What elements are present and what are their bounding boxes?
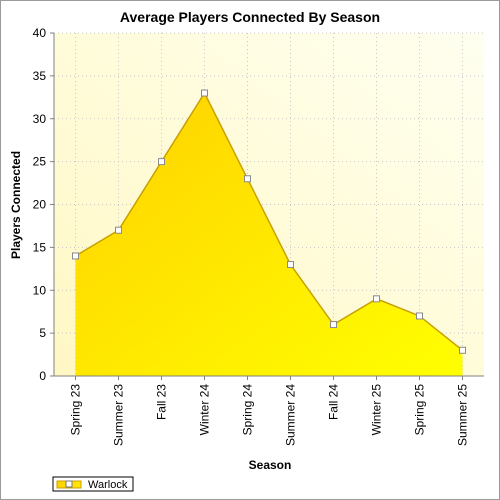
x-tick-label: Fall 23: [155, 384, 169, 420]
x-tick-label: Spring 24: [241, 384, 255, 436]
data-point: [158, 158, 165, 166]
data-point: [416, 312, 423, 320]
y-tick-label: 15: [33, 240, 47, 254]
x-tick-label: Spring 25: [413, 384, 427, 436]
x-axis-label: Season: [249, 458, 292, 472]
data-point: [330, 321, 337, 329]
legend-label: Warlock: [88, 479, 128, 491]
y-tick-label: 25: [33, 155, 47, 169]
x-tick-label: Summer 23: [112, 384, 126, 446]
y-axis-ticks: 0 5 10 15 20 25 30 35 40: [33, 26, 54, 383]
y-tick-label: 35: [33, 69, 47, 83]
y-tick-label: 30: [33, 112, 47, 126]
series-line: [75, 91, 463, 351]
area-series: [75, 91, 463, 377]
legend-marker: [65, 480, 73, 488]
y-tick-label: 10: [33, 283, 47, 297]
x-tick-label: Summer 24: [284, 384, 298, 446]
y-tick-label: 20: [33, 198, 47, 212]
y-axis-label: Players Connected: [9, 151, 23, 259]
x-axis-ticks: Spring 23 Summer 23 Fall 23 Winter 24 Spring…: [69, 376, 470, 446]
x-tick-label: Winter 24: [198, 384, 212, 436]
chart-title: Average Players Connected By Season: [120, 9, 380, 25]
y-tick-label: 40: [33, 26, 47, 40]
data-point: [201, 89, 208, 97]
data-point: [72, 252, 79, 260]
x-tick-label: Winter 25: [370, 384, 384, 436]
y-tick-label: 0: [39, 369, 46, 383]
x-tick-label: Fall 24: [327, 384, 341, 420]
y-tick-label: 5: [39, 326, 46, 340]
data-point: [287, 261, 294, 269]
data-point: [373, 295, 380, 303]
data-points: [72, 89, 466, 354]
x-tick-label: Summer 25: [456, 384, 470, 446]
data-point: [459, 346, 466, 354]
data-point: [244, 175, 251, 183]
x-tick-label: Spring 23: [69, 384, 83, 436]
legend: Warlock: [52, 476, 134, 492]
data-point: [115, 226, 122, 234]
